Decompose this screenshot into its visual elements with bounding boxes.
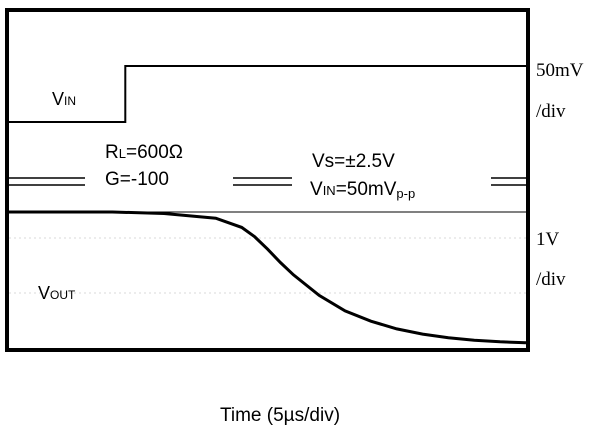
vin-trace-line [9,65,526,123]
gain-annotation: G=-100 [105,169,169,190]
load-resistance-annotation: RL=600Ω [105,142,183,163]
vout-scale-unit: /div [536,269,566,290]
plot-frame [5,8,530,352]
input-amplitude-annotation: VIN=50mVp-p [310,179,415,201]
vin-scale-value: 50mV [536,60,584,81]
x-axis-label: Time (5µs/div) [220,405,340,426]
vout-trace-line [9,210,527,345]
vin-trace-label: VIN [52,89,76,109]
supply-voltage-annotation: Vs=±2.5V [312,151,395,172]
vout-scale-value: 1V [536,229,560,250]
vout-trace-label: VOUT [38,283,76,303]
vin-scale-unit: /div [536,101,566,122]
axis-break-marks [9,177,526,186]
